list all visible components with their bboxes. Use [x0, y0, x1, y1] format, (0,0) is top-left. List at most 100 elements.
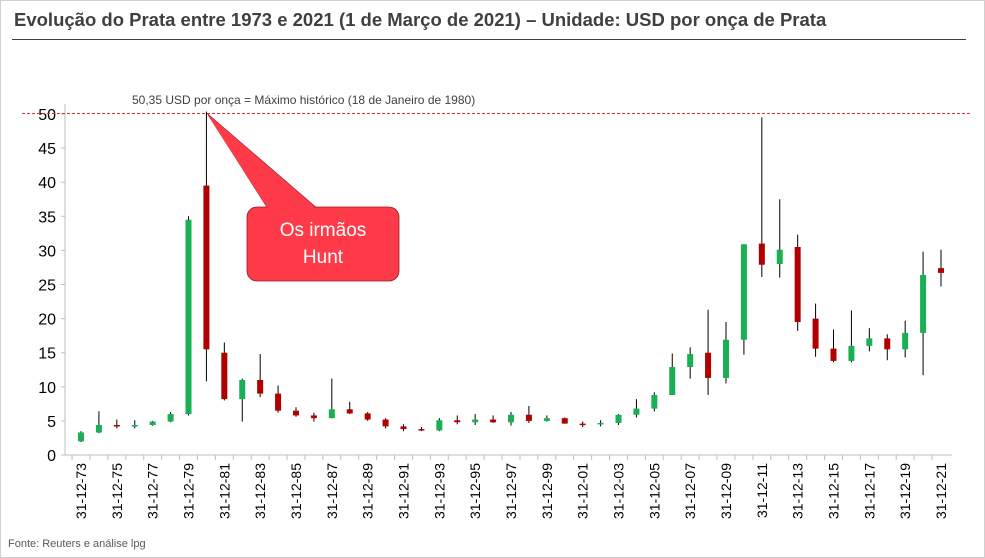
candle-2015 [830, 329, 837, 363]
candle-1996 [490, 415, 497, 423]
callout-box-shape [246, 206, 400, 282]
candle-1987 [328, 378, 335, 419]
source-note: Fonte: Reuters e análise lpg [8, 538, 146, 550]
candle-body [866, 338, 873, 346]
x-tick-label: 31-12-93 [431, 463, 447, 519]
candle-body [812, 318, 819, 349]
candle-1981 [221, 342, 228, 401]
candle-body [615, 414, 622, 423]
callout-layer [207, 113, 400, 282]
candle-body [561, 418, 568, 424]
candle-1983 [257, 354, 264, 398]
candle-body [203, 185, 210, 350]
candle-body [275, 393, 282, 411]
candle-body [938, 268, 944, 273]
candle-2016 [848, 310, 855, 363]
candle-body [185, 219, 192, 415]
y-tick-label: 25 [38, 278, 56, 295]
candle-body [525, 414, 532, 421]
candle-1990 [382, 418, 389, 429]
callout-pointer-fill [207, 115, 317, 210]
candle-1986 [310, 412, 317, 422]
candle-2001 [579, 421, 586, 428]
y-tick-label: 5 [47, 414, 56, 431]
candle-body [776, 249, 783, 265]
x-tick-label: 31-12-97 [503, 463, 519, 519]
y-tick-label: 10 [38, 380, 56, 397]
candle-2008 [705, 309, 712, 395]
candle-body [651, 394, 658, 409]
x-tick-label: 31-12-07 [682, 463, 698, 519]
candle-body [579, 423, 586, 426]
candle-body [633, 408, 640, 415]
candle-2012 [776, 199, 783, 278]
candle-body [902, 332, 909, 350]
candle-body [740, 244, 747, 340]
candle-1997 [508, 412, 514, 426]
candle-1992 [418, 427, 425, 432]
candle-2017 [866, 328, 873, 352]
callout-text-line1: Os irmãos [279, 220, 367, 241]
candle-2006 [669, 353, 676, 395]
candle-1979 [185, 216, 192, 416]
x-tick-label: 31-12-77 [145, 463, 161, 519]
candle-body [400, 426, 407, 430]
y-tick-label: 30 [38, 243, 56, 260]
candle-1978 [167, 412, 174, 423]
callout-box: Os irmãos Hunt [247, 207, 399, 281]
callout-text-line2: Hunt [302, 247, 344, 268]
candle-body [293, 410, 299, 416]
candle-1988 [346, 401, 353, 415]
candle-2007 [687, 347, 694, 379]
candle-1980 [203, 111, 210, 382]
candle-1974 [95, 411, 102, 434]
x-tick-label: 31-12-15 [826, 463, 842, 519]
candle-2002 [597, 420, 604, 427]
candle-1999 [543, 415, 550, 422]
candle-body [884, 338, 891, 350]
candle-2014 [812, 303, 819, 357]
candle-2000 [561, 417, 568, 424]
candle-body [687, 354, 694, 368]
candle-body [454, 420, 461, 423]
candle-2018 [884, 334, 891, 361]
candle-2021 [938, 249, 944, 287]
x-tick-label: 31-12-87 [324, 463, 340, 519]
x-tick-label: 31-12-11 [754, 463, 770, 518]
candle-1995 [472, 414, 479, 425]
candle-body [131, 424, 138, 427]
x-tick-label: 31-12-85 [288, 463, 304, 519]
x-tick-label: 31-12-79 [181, 463, 197, 519]
candle-2010 [740, 244, 747, 355]
candle-body [257, 379, 264, 394]
candle-1994 [454, 415, 461, 425]
candle-2011 [758, 117, 765, 277]
candle-body [669, 367, 676, 395]
x-tick-label: 31-12-03 [611, 463, 627, 519]
candles-layer [78, 111, 944, 443]
candle-body [113, 424, 120, 427]
y-tick-label: 15 [38, 346, 56, 363]
candle-2020 [920, 251, 927, 376]
candle-body [364, 413, 371, 420]
candle-body [328, 409, 335, 419]
y-tick-label: 40 [38, 175, 56, 192]
candle-body [436, 420, 443, 431]
candle-1984 [275, 385, 282, 413]
candle-1973 [78, 431, 84, 443]
y-tick-label: 45 [38, 141, 56, 158]
candle-body [472, 419, 479, 423]
x-tick-label: 31-12-81 [216, 463, 232, 519]
x-tick-label: 31-12-89 [360, 463, 376, 519]
candle-1976 [131, 420, 138, 429]
candle-body [149, 421, 156, 425]
y-tick-label: 20 [38, 312, 56, 329]
candle-body [723, 339, 729, 378]
candle-1989 [364, 412, 371, 421]
candle-body [310, 415, 317, 419]
y-tick-label: 0 [47, 448, 56, 465]
candle-1977 [149, 420, 156, 426]
y-tick-label: 50 [38, 107, 56, 124]
x-tick-label: 31-12-09 [718, 463, 734, 519]
